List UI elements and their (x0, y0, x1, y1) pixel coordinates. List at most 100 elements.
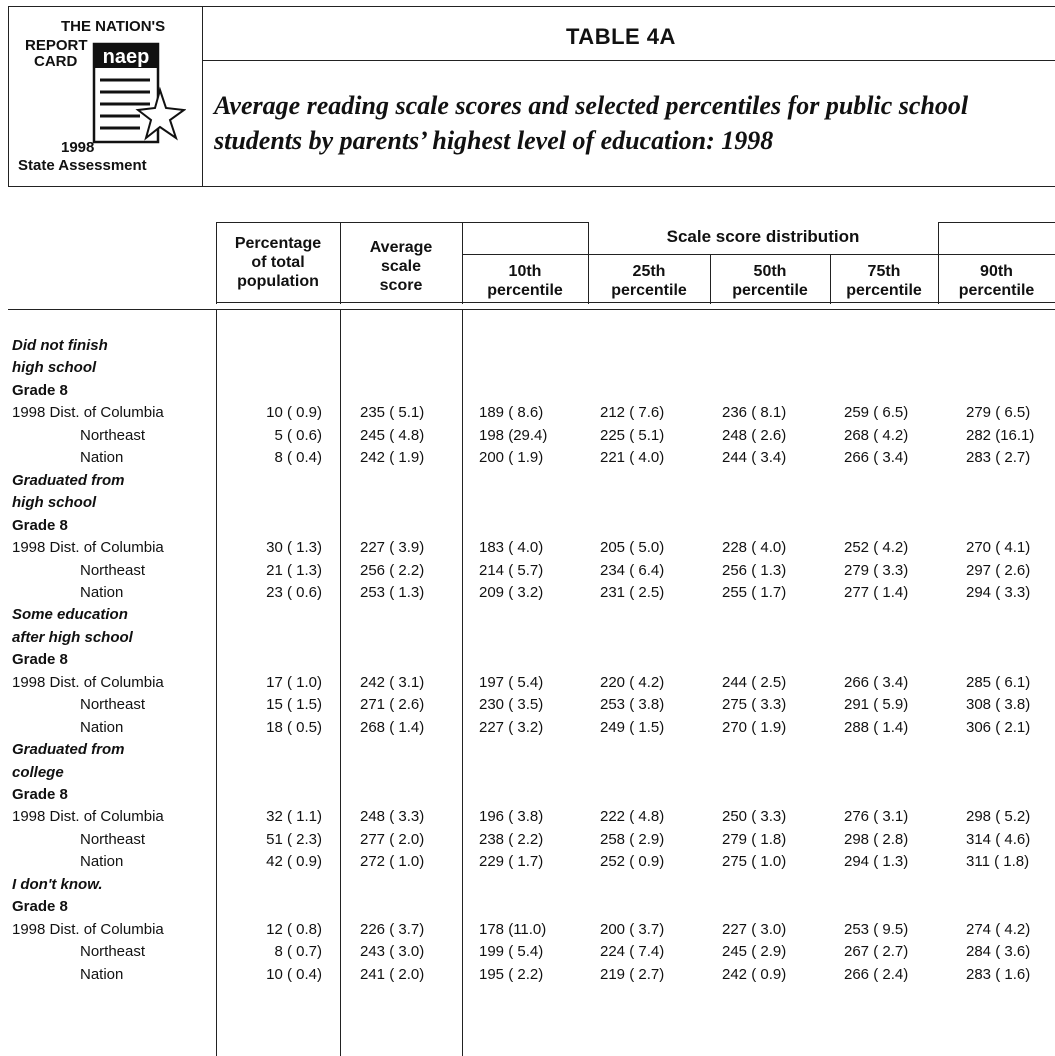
table-cell: 197 ( 5.4) (479, 673, 544, 691)
table-cell: 227 ( 3.2) (479, 718, 544, 736)
table-cell: 270 ( 1.9) (722, 718, 787, 736)
table-cell: 275 ( 1.0) (722, 853, 787, 871)
table-cell: 8 ( 0.4) (274, 449, 322, 467)
row-label: Northeast (80, 696, 146, 714)
table-cell: 221 ( 4.0) (600, 449, 665, 467)
table-cell: 227 ( 3.9) (360, 539, 425, 557)
table-cell: 51 ( 2.3) (266, 830, 322, 848)
table-cell: 277 ( 2.0) (360, 830, 425, 848)
naep-logo-icon: naep (90, 40, 187, 150)
table-cell: 42 ( 0.9) (266, 853, 322, 871)
table-row: Northeast 21 ( 1.3) 256 ( 2.2) 214 ( 5.7) 23… (0, 560, 1055, 582)
table-cell: 306 ( 2.1) (966, 718, 1031, 736)
table-cell: 243 ( 3.0) (360, 943, 425, 961)
table-cell: 225 ( 5.1) (600, 426, 665, 444)
table-cell: 248 ( 2.6) (722, 426, 787, 444)
title-divider (202, 60, 1055, 61)
table-cell: 279 ( 1.8) (722, 830, 787, 848)
row-label: college (12, 763, 64, 781)
row-label: Nation (80, 449, 124, 467)
row-label: Grade 8 (12, 786, 68, 803)
table-cell: 253 ( 1.3) (360, 583, 425, 601)
table-cell: 252 ( 0.9) (600, 853, 665, 871)
grade-row: Grade 8 (0, 380, 1055, 402)
col-header-average-line2: scale (380, 258, 422, 275)
table-cell: 32 ( 1.1) (266, 808, 322, 826)
row-label: Some education (12, 606, 128, 624)
colhead-top-rule-p10 (462, 222, 588, 223)
logo-year: 1998 (61, 139, 95, 156)
col-header-p75-line1: 75th (867, 263, 901, 280)
col-rule-4 (588, 222, 589, 304)
row-label: after high school (12, 628, 133, 646)
table-cell: 222 ( 4.8) (600, 808, 665, 826)
row-label: high school (12, 494, 97, 512)
table-title: Average reading scale scores and selecte… (214, 91, 969, 155)
table-cell: 314 ( 4.6) (966, 830, 1031, 848)
table-row: 1998 Dist. of Columbia 30 ( 1.3) 227 ( 3.9… (0, 537, 1055, 559)
row-label: 1998 Dist. of Columbia (12, 404, 164, 422)
colhead-top-rule-p90 (938, 222, 1055, 223)
table-cell: 285 ( 6.1) (966, 673, 1031, 691)
table-cell: 183 ( 4.0) (479, 539, 544, 557)
table-cell: 249 ( 1.5) (600, 718, 665, 736)
row-label: Grade 8 (12, 516, 68, 534)
table-cell: 268 ( 1.4) (360, 718, 425, 736)
table-cell: 275 ( 3.3) (722, 696, 787, 714)
row-label: Northeast (80, 943, 146, 961)
col-rule-5 (710, 254, 711, 304)
col-header-p75: 75th percentile (830, 262, 938, 300)
table-cell: 196 ( 3.8) (479, 808, 544, 826)
row-label: 1998 Dist. of Columbia (12, 673, 164, 691)
table-cell: 245 ( 2.9) (722, 943, 787, 961)
logo-line-3: CARD (34, 53, 78, 70)
logo-line-2: REPORT (25, 37, 88, 54)
col-header-p25-line1: 25th (632, 263, 666, 280)
col-rule-2 (340, 222, 341, 304)
body-rule-1 (216, 309, 217, 1056)
col-header-p90-line1: 90th (980, 263, 1013, 280)
table-cell: 5 ( 0.6) (274, 426, 322, 444)
col-header-average-line1: Average (369, 239, 433, 256)
table-cell: 270 ( 4.1) (966, 539, 1031, 557)
table-cell: 267 ( 2.7) (844, 943, 909, 961)
body-top-rule (8, 309, 1055, 310)
table-row: Nation 18 ( 0.5) 268 ( 1.4) 227 ( 3.2) 249 (… (0, 717, 1055, 739)
table-cell: 235 ( 5.1) (360, 404, 425, 422)
grade-row: Grade 8 (0, 649, 1055, 671)
table-cell: 227 ( 3.0) (722, 920, 787, 938)
table-cell: 283 ( 2.7) (966, 449, 1031, 467)
col-header-p10: 10th percentile (462, 262, 588, 300)
col-rule-1 (216, 222, 217, 304)
table-cell: 205 ( 5.0) (600, 539, 665, 557)
table-row: Nation 10 ( 0.4) 241 ( 2.0) 195 ( 2.2) 219 (… (0, 964, 1055, 986)
table-cell: 200 ( 3.7) (600, 920, 665, 938)
table-row: Northeast 15 ( 1.5) 271 ( 2.6) 230 ( 3.5) 25… (0, 694, 1055, 716)
section-row: Some education (0, 604, 1055, 626)
table-cell: 30 ( 1.3) (266, 539, 322, 557)
col-header-p90: 90th percentile (938, 262, 1055, 300)
grade-row: Grade 8 (0, 515, 1055, 537)
col-header-p50-line1: 50th (753, 263, 787, 280)
header-bottom-rule (8, 186, 1055, 187)
table-cell: 238 ( 2.2) (479, 830, 544, 848)
body-rule-3 (462, 309, 463, 1056)
colhead-bottom-rule (216, 302, 1055, 303)
table-cell: 279 ( 3.3) (844, 561, 909, 579)
table-cell: 236 ( 8.1) (722, 404, 787, 422)
table-cell: 311 ( 1.8) (966, 853, 1030, 871)
table-cell: 266 ( 2.4) (844, 965, 909, 983)
table-row: 1998 Dist. of Columbia 32 ( 1.1) 248 ( 3.3… (0, 806, 1055, 828)
row-label: Graduated from (12, 741, 125, 759)
col-header-p50-line2: percentile (732, 282, 808, 299)
row-label: Northeast (80, 830, 146, 848)
table-cell: 291 ( 5.9) (844, 696, 909, 714)
table-cell: 234 ( 6.4) (600, 561, 665, 579)
naep-brand-text: naep (103, 46, 150, 68)
table-cell: 266 ( 3.4) (844, 449, 909, 467)
col-header-percentage-line3: population (237, 273, 319, 290)
table-cell: 253 ( 3.8) (600, 696, 665, 714)
table-cell: 10 ( 0.4) (266, 965, 322, 983)
table-row: Northeast 8 ( 0.7) 243 ( 3.0) 199 ( 5.4) 224… (0, 941, 1055, 963)
table-cell: 288 ( 1.4) (844, 718, 909, 736)
